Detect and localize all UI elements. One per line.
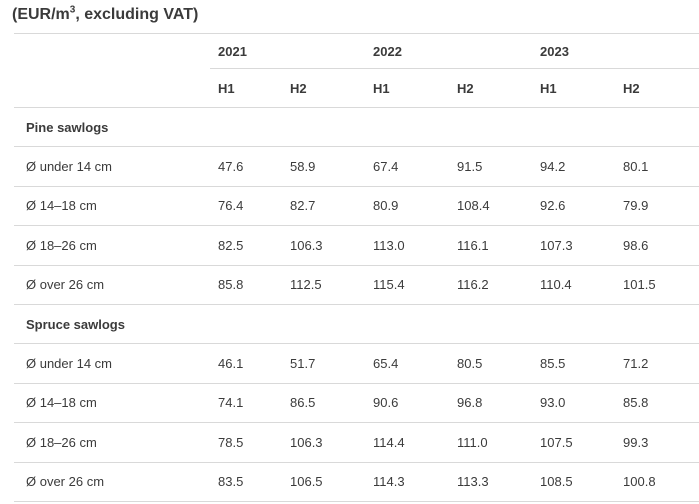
cell-value: 80.9 [365,186,450,227]
cell-value: 116.2 [449,265,533,305]
row-label: Ø under 14 cm [14,343,210,384]
row-label: Ø 14–18 cm [14,186,210,227]
section-header-row: Pine sawlogs [14,107,699,148]
row-label: Ø over 26 cm [14,462,210,502]
half-year-header: H1 [365,68,450,108]
table-row: Ø under 14 cm 46.1 51.7 65.4 80.5 85.5 71.2 [14,343,699,384]
table-row: Ø 18–26 cm 82.5 106.3 113.0 116.1 107.3 98.6 [14,225,699,266]
cell-value: 113.3 [449,462,533,502]
cell-value: 107.3 [532,225,616,266]
cell-value: 58.9 [282,146,366,187]
cell-value: 96.8 [449,383,533,424]
corner-cell [14,34,210,69]
cell-value: 85.5 [532,343,616,384]
cell-value: 114.3 [365,462,450,502]
half-year-header-row: H1 H2 H1 H2 H1 H2 [14,68,699,108]
page-title: (EUR/m3, excluding VAT) [0,0,699,25]
cell-value: 93.0 [532,383,616,424]
title-superscript: 3 [69,4,76,16]
row-label: Ø over 26 cm [14,265,210,305]
row-label: Ø 14–18 cm [14,383,210,424]
price-table: 2021 2022 2023 H1 H2 H1 H2 H1 H2 Pine sa… [14,33,699,502]
cell-value: 80.5 [449,343,533,384]
table-row: Ø over 26 cm 85.8 112.5 115.4 116.2 110.4 101.… [14,265,699,305]
half-year-header: H2 [615,68,699,108]
title-suffix: , excluding VAT) [75,6,199,23]
cell-value: 90.6 [365,383,450,424]
cell-value: 98.6 [615,225,699,266]
cell-value: 114.4 [365,422,450,463]
cell-value: 106.3 [282,225,366,266]
cell-value: 113.0 [365,225,450,266]
year-header: 2023 [532,33,699,69]
cell-value: 86.5 [282,383,366,424]
table-body: Pine sawlogs Ø under 14 cm 47.6 58.9 67.4 91.… [14,107,699,502]
table-row: Ø over 26 cm 83.5 106.5 114.3 113.3 108.5 100.… [14,462,699,502]
cell-value: 101.5 [615,265,699,305]
cell-value: 67.4 [365,146,450,187]
cell-value: 110.4 [532,265,616,305]
half-year-header: H1 [210,68,282,108]
half-year-header: H2 [282,68,366,108]
title-prefix: (EUR/m [12,6,70,23]
year-header: 2022 [365,33,533,69]
row-label: Ø under 14 cm [14,146,210,187]
cell-value: 80.1 [615,146,699,187]
row-label: Ø 18–26 cm [14,225,210,266]
table-row: Ø 14–18 cm 74.1 86.5 90.6 96.8 93.0 85.8 [14,383,699,424]
year-header-row: 2021 2022 2023 [14,33,699,69]
half-year-header: H2 [449,68,533,108]
cell-value: 108.5 [532,462,616,502]
cell-value: 107.5 [532,422,616,463]
cell-value: 99.3 [615,422,699,463]
row-label: Ø 18–26 cm [14,422,210,463]
cell-value: 116.1 [449,225,533,266]
cell-value: 91.5 [449,146,533,187]
cell-value: 106.3 [282,422,366,463]
cell-value: 111.0 [449,422,533,463]
half-year-header: H1 [532,68,616,108]
table-row: Ø 18–26 cm 78.5 106.3 114.4 111.0 107.5 99.3 [14,422,699,463]
section-header-row: Spruce sawlogs [14,304,699,345]
cell-value: 82.5 [210,225,282,266]
cell-value: 115.4 [365,265,450,305]
cell-value: 74.1 [210,383,282,424]
table-row: Ø 14–18 cm 76.4 82.7 80.9 108.4 92.6 79.9 [14,186,699,227]
cell-value: 78.5 [210,422,282,463]
section-label: Pine sawlogs [14,107,699,148]
cell-value: 79.9 [615,186,699,227]
cell-value: 85.8 [615,383,699,424]
cell-value: 71.2 [615,343,699,384]
cell-value: 108.4 [449,186,533,227]
table-row: Ø under 14 cm 47.6 58.9 67.4 91.5 94.2 80.1 [14,146,699,187]
cell-value: 100.8 [615,462,699,502]
cell-value: 92.6 [532,186,616,227]
row-label-column-header [14,68,210,108]
cell-value: 46.1 [210,343,282,384]
cell-value: 76.4 [210,186,282,227]
cell-value: 106.5 [282,462,366,502]
cell-value: 47.6 [210,146,282,187]
section-label: Spruce sawlogs [14,304,699,345]
cell-value: 83.5 [210,462,282,502]
cell-value: 94.2 [532,146,616,187]
cell-value: 65.4 [365,343,450,384]
cell-value: 82.7 [282,186,366,227]
year-header: 2021 [210,33,366,69]
cell-value: 85.8 [210,265,282,305]
cell-value: 51.7 [282,343,366,384]
cell-value: 112.5 [282,265,366,305]
